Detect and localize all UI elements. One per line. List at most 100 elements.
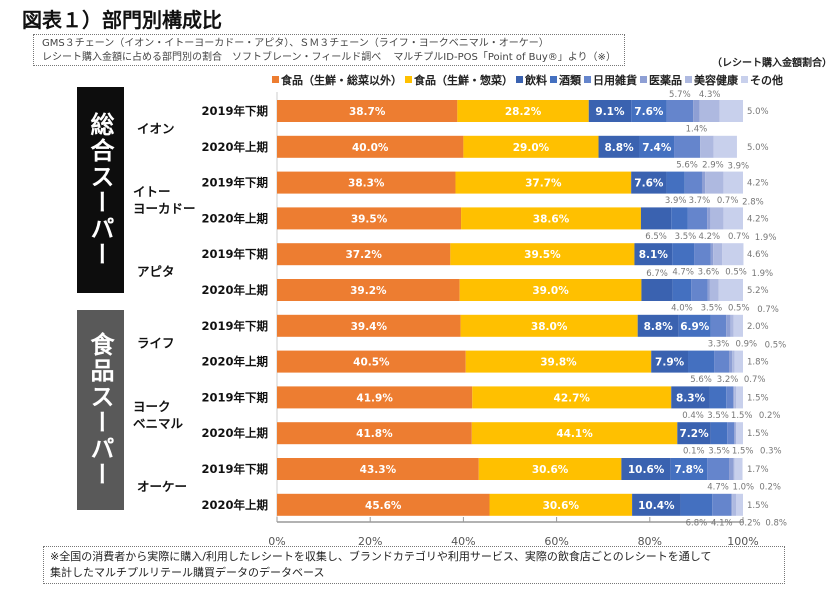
- bar-segment: [672, 243, 695, 266]
- bar-segment: [671, 207, 688, 230]
- footnote-line2: 集計したマルチプルリテール購買データのデータベース: [50, 566, 325, 579]
- data-label: 6.5%: [645, 232, 667, 242]
- x-tick-label: 100%: [727, 535, 758, 548]
- legend-label: 食品（生鮮・総菜以外）: [281, 74, 402, 87]
- store-label: ライフ: [137, 336, 175, 351]
- data-label: 0.8%: [765, 518, 787, 528]
- chart-legend: 食品（生鮮・総菜以外） 食品（生鮮・惣菜） 飲料 酒類 日用雑貨 医薬品 美容健康 その他: [272, 72, 783, 88]
- bar-segment: [678, 314, 711, 337]
- data-label: 0.7%: [757, 305, 779, 315]
- data-label: 6.8%: [686, 518, 708, 528]
- bar-segment: [731, 493, 733, 516]
- bar-segment: [277, 314, 461, 337]
- period-label: 2019年下期: [201, 462, 268, 476]
- legend-swatch: [741, 76, 748, 83]
- x-tick-label: 60%: [544, 535, 568, 548]
- data-label: 38.6%: [533, 213, 570, 225]
- bar-segment: [666, 171, 685, 194]
- bar-segment: [277, 493, 490, 516]
- footnote-box: ※全国の消費者から実際に購入/利用したレシートを収集し、ブランドカテゴリや利用サ…: [43, 546, 785, 584]
- bar-segment: [463, 135, 599, 158]
- data-label: 6.9%: [680, 321, 710, 333]
- data-label: 1.7%: [747, 465, 769, 475]
- data-label: 38.7%: [349, 106, 386, 118]
- bar-segment: [457, 100, 589, 122]
- data-label: 38.0%: [531, 321, 568, 333]
- bar-segment: [707, 207, 711, 230]
- store-label: アピタ: [137, 264, 175, 279]
- data-label: 1.4%: [686, 125, 708, 135]
- bar-segment: [713, 135, 737, 158]
- legend-label: 飲料: [525, 74, 547, 87]
- data-label: 1.5%: [747, 429, 769, 439]
- legend-swatch: [516, 76, 523, 83]
- data-label: 5.2%: [747, 286, 769, 296]
- bar-segment: [713, 243, 723, 266]
- store-label: オーケー: [137, 479, 187, 494]
- data-label: 39.2%: [350, 285, 387, 297]
- data-label: 10.4%: [638, 500, 675, 512]
- group-label-gms: 総合スーパー: [77, 87, 124, 293]
- data-label: 10.6%: [628, 464, 665, 476]
- data-label: 42.7%: [554, 392, 591, 404]
- data-label: 5.0%: [747, 143, 769, 153]
- data-label: 7.8%: [674, 464, 704, 476]
- bar-segment: [277, 100, 458, 122]
- data-label: 2.0%: [747, 322, 769, 332]
- data-label: 7.4%: [642, 142, 672, 154]
- bar-segment: [671, 386, 710, 409]
- period-label: 2020年上期: [201, 211, 268, 225]
- data-label: 4.0%: [671, 304, 693, 314]
- data-label: 0.7%: [717, 196, 739, 206]
- legend-swatch: [640, 76, 647, 83]
- data-label: 7.6%: [634, 178, 664, 190]
- data-label: 2.9%: [702, 160, 724, 170]
- x-tick-label: 40%: [451, 535, 475, 548]
- data-label: 3.5%: [708, 447, 730, 457]
- data-label: 0.7%: [744, 375, 766, 385]
- subtitle-box: GMS３チェーン（イオン・イトーヨーカドー・アピタ）、ＳＭ３チェーン（ライフ・ヨ…: [33, 34, 625, 66]
- bar-segment: [666, 100, 694, 122]
- bar-segment: [277, 135, 464, 158]
- bar-segment: [670, 458, 708, 480]
- bar-segment: [639, 135, 675, 158]
- period-label: 2019年下期: [201, 319, 268, 333]
- data-label: 8.8%: [604, 142, 634, 154]
- bar-segment: [672, 279, 692, 301]
- data-label: 4.2%: [699, 232, 721, 242]
- data-label: 7.9%: [655, 357, 685, 369]
- bar-segment: [693, 100, 700, 122]
- bar-segment: [736, 386, 743, 409]
- data-label: 40.5%: [353, 357, 390, 369]
- data-label: 8.3%: [676, 392, 706, 404]
- subtitle-line1: GMS３チェーン（イオン・イトーヨーカドー・アピタ）、ＳＭ３チェーン（ライフ・ヨ…: [42, 38, 549, 49]
- bar-segment: [588, 100, 632, 122]
- x-tick-label: 80%: [638, 535, 662, 548]
- legend-label: その他: [750, 74, 783, 87]
- bar-segment: [455, 171, 632, 194]
- bar-segment: [680, 493, 713, 516]
- data-label: 0.4%: [682, 411, 704, 421]
- bar-segment: [710, 207, 724, 230]
- bar-segment: [729, 458, 734, 480]
- store-label: イトー: [133, 184, 171, 199]
- bar-segment: [732, 350, 735, 373]
- data-label: 2.8%: [742, 197, 764, 207]
- data-label: 4.3%: [699, 90, 721, 100]
- data-label: 39.0%: [532, 285, 569, 297]
- bar-segment: [700, 135, 714, 158]
- data-label: 3.3%: [708, 339, 730, 349]
- data-label: 1.5%: [731, 411, 753, 421]
- unit-label: （レシート購入金額割合）: [712, 58, 832, 69]
- data-label: 39.8%: [540, 357, 577, 369]
- bar-segment: [730, 314, 734, 337]
- bar-segment: [709, 279, 719, 301]
- data-label: 39.4%: [351, 321, 388, 333]
- x-tick-label: 0%: [268, 535, 285, 548]
- bar-segment: [631, 171, 667, 194]
- bar-segment: [277, 243, 451, 266]
- bar-segment: [459, 279, 642, 301]
- data-label: 0.7%: [728, 232, 750, 242]
- bar-segment: [729, 350, 733, 373]
- bar-segment: [699, 100, 720, 122]
